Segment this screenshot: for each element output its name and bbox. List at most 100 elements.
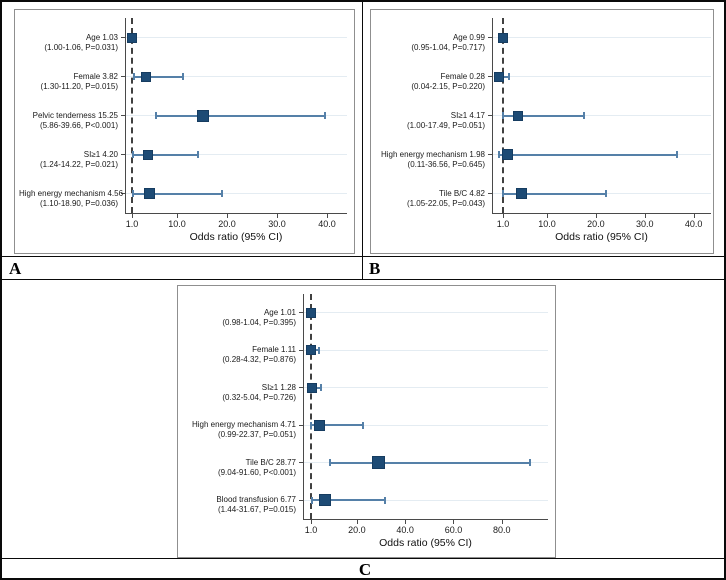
row-label-line1: SI≥1 4.20: [83, 149, 118, 159]
x-axis-tick-label: 30.0: [268, 219, 286, 229]
row-label-line1: Female 0.28: [440, 71, 485, 81]
ci-whisker: [133, 153, 199, 156]
ci-cap-low: [497, 151, 500, 158]
ci-whisker: [503, 192, 606, 195]
y-axis-tick: [299, 499, 303, 501]
ci-cap-high: [361, 421, 364, 429]
row-label: Female 3.82 (1.30-11.20, P=0.015): [19, 72, 118, 92]
row-label: SI≥1 1.28 (0.32-5.04, P=0.726): [182, 383, 296, 403]
y-axis-tick: [299, 349, 303, 351]
ci-cap-low: [132, 151, 135, 158]
odds-ratio-marker: [502, 149, 514, 160]
panel-c-label-top-line: [2, 558, 724, 559]
x-axis-tick-label: 1.0: [304, 525, 318, 535]
odds-ratio-marker: [306, 345, 317, 356]
x-axis-tick-label: 1.0: [125, 219, 139, 229]
row-label-line2: (9.04-91.60, P<0.001): [217, 467, 296, 477]
row-label-line2: (0.28-4.32, P=0.876): [222, 355, 296, 365]
row-label-line2: (0.99-22.37, P=0.051): [217, 430, 296, 440]
forest-plot-panel-b: Age 0.99 (0.95-1.04, P=0.717) Female 0.28 (…: [370, 9, 714, 254]
ci-cap-low: [329, 459, 332, 467]
y-axis-line: [303, 294, 304, 519]
ci-whisker: [310, 424, 363, 427]
row-gridline: [125, 37, 347, 38]
y-axis-tick: [121, 37, 125, 38]
row-label: High energy mechanism 4.56 (1.10-18.90, P…: [19, 188, 124, 209]
row-label: SI≥1 4.20 (1.24-14.22, P=0.021): [19, 150, 118, 170]
row-label: Age 1.01 (0.98-1.04, P=0.395): [182, 308, 296, 328]
row-label-line2: (0.98-1.04, P=0.395): [222, 317, 296, 327]
odds-ratio-marker: [497, 32, 508, 43]
y-axis-tick: [488, 76, 492, 77]
ci-whisker: [156, 114, 326, 117]
row-gridline: [492, 76, 711, 77]
y-axis-tick: [488, 115, 492, 116]
x-axis-title: Odds ratio (95% CI): [189, 231, 283, 243]
row-label-line1: Tile B/C 28.77: [245, 457, 296, 467]
row-label-line1: High energy mechanism 4.56: [19, 188, 124, 198]
row-label-line1: Blood transfusion 6.77: [216, 495, 296, 505]
x-axis-tick: [327, 214, 328, 218]
label-row-bottom-line: [2, 279, 724, 280]
row-gridline: [303, 499, 548, 501]
x-axis-tick: [311, 520, 312, 524]
x-axis-tick-label: 10.0: [168, 219, 186, 229]
row-label: High energy mechanism 4.71 (0.99-22.37, P…: [182, 420, 296, 440]
y-axis-tick: [299, 424, 303, 426]
y-axis-tick: [121, 154, 125, 155]
ci-whisker: [132, 192, 222, 195]
odds-ratio-marker: [318, 494, 331, 507]
ci-cap-low: [155, 112, 158, 119]
ci-whisker: [503, 114, 584, 117]
x-axis-tick: [595, 214, 597, 218]
reference-line: [310, 294, 312, 519]
y-axis-tick: [488, 193, 492, 194]
row-label: Age 1.03 (1.00-1.06, P=0.031): [19, 33, 118, 53]
x-axis-tick: [227, 214, 228, 218]
ci-cap-high: [324, 112, 327, 119]
row-label-line1: Age 0.99: [452, 32, 485, 42]
ci-whisker: [312, 499, 386, 502]
ci-cap-high: [675, 151, 678, 158]
row-label: Tile B/C 28.77 (9.04-91.60, P<0.001): [182, 458, 296, 478]
y-axis-tick: [299, 462, 303, 464]
ci-cap-high: [319, 384, 322, 392]
row-label-line2: (1.05-22.05, P=0.043): [406, 198, 485, 208]
odds-ratio-marker: [314, 419, 326, 431]
row-label-line2: (1.10-18.90, P=0.036): [39, 198, 118, 208]
panel-label-c: C: [358, 560, 372, 579]
row-label: Female 1.11 (0.28-4.32, P=0.876): [182, 345, 296, 365]
x-axis-tick: [503, 214, 504, 218]
row-label-line1: Pelvic tenderness 15.25: [32, 110, 118, 120]
row-label-line2: (0.95-1.04, P=0.717): [411, 42, 485, 52]
odds-ratio-marker: [143, 149, 153, 160]
row-label: Tile B/C 4.82 (1.05-22.05, P=0.043): [375, 189, 485, 209]
row-label-line1: Age 1.03: [85, 32, 118, 42]
row-label-line1: Tile B/C 4.82: [439, 188, 485, 198]
odds-ratio-marker: [127, 32, 138, 43]
row-label-line1: SI≥1 1.28: [261, 382, 296, 392]
row-label-line2: (1.00-1.06, P=0.031): [44, 42, 118, 52]
row-gridline: [492, 37, 711, 38]
row-label-line2: (1.44-31.67, P=0.015): [217, 505, 296, 515]
row-label: High energy mechanism 1.98 (0.11-36.56, P…: [375, 150, 485, 170]
label-row-top-line: [2, 256, 724, 257]
x-axis-line: [492, 213, 711, 214]
y-axis-tick: [299, 312, 303, 314]
y-axis-tick: [488, 37, 492, 38]
ci-cap-high: [220, 190, 223, 197]
x-axis-title: Odds ratio (95% CI): [379, 537, 472, 549]
x-axis-tick-label: 60.0: [444, 525, 463, 535]
x-axis-line: [303, 519, 548, 520]
y-axis-tick: [488, 154, 492, 155]
row-label-line1: SI≥1 4.17: [450, 110, 485, 120]
x-axis-tick-label: 20.0: [348, 525, 366, 535]
x-axis-tick: [453, 520, 455, 524]
odds-ratio-marker: [371, 456, 385, 470]
ci-cap-high: [582, 112, 585, 119]
odds-ratio-marker: [141, 71, 152, 82]
cell-divider-vertical: [362, 2, 363, 280]
x-axis-tick: [277, 214, 278, 218]
ci-whisker: [330, 461, 530, 464]
